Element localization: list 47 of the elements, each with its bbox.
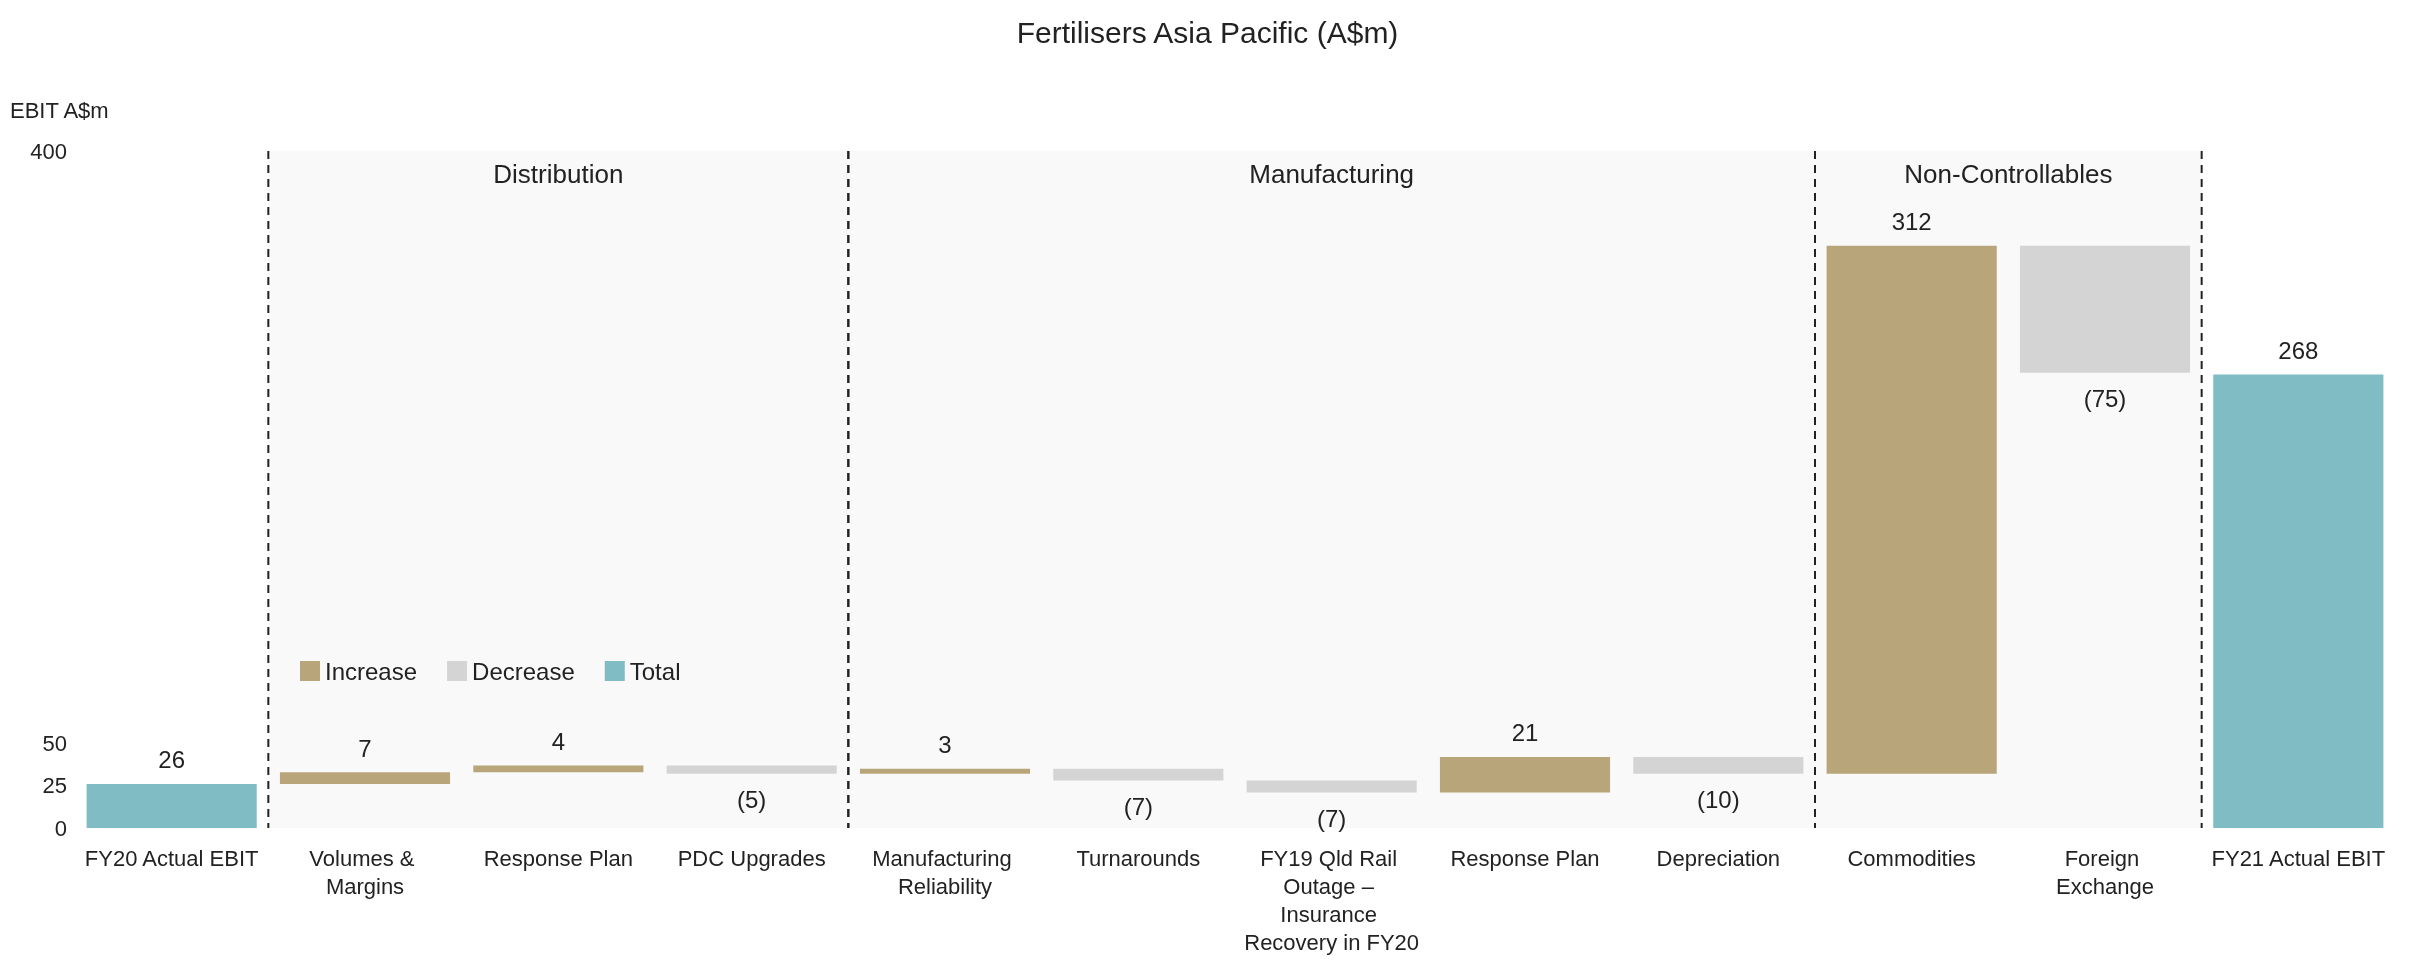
bar	[1439, 756, 1611, 793]
x-tick-label: Manufacturing Reliability	[872, 845, 1018, 899]
y-tick-label: 0	[54, 815, 67, 841]
legend-label: Decrease	[472, 657, 575, 685]
x-tick-label: Foreign Exchange	[2056, 845, 2154, 899]
text: 268	[2278, 336, 2319, 364]
legend-label: Total	[629, 657, 681, 685]
text: (7)	[1316, 804, 1347, 832]
x-tick-label: Response Plan	[1450, 845, 1600, 871]
x-tick-label: Commodities	[1847, 845, 1976, 871]
bar	[1053, 768, 1224, 781]
bar	[2213, 374, 2384, 828]
band-label: Distribution	[493, 159, 624, 189]
text: 26	[158, 746, 186, 774]
text: 3	[938, 731, 952, 759]
x-tick-label: Depreciation	[1656, 845, 1781, 871]
y-tick-label: 50	[42, 730, 67, 756]
x-tick-label: FY20 Actual EBIT	[84, 845, 259, 871]
bar	[1633, 756, 1804, 774]
band-label: Non-Controllables	[1904, 159, 2113, 189]
legend-label: Increase	[325, 657, 418, 685]
text: 4	[551, 727, 566, 755]
text: (5)	[736, 786, 767, 814]
x-tick-label: PDC Upgrades	[677, 845, 826, 871]
y-axis-title: EBIT A$m	[10, 97, 109, 123]
text: 7	[358, 734, 372, 762]
bar	[859, 768, 1031, 774]
text: (75)	[2083, 385, 2127, 413]
x-tick-label: FY21 Actual EBIT	[2211, 845, 2386, 871]
bar	[666, 765, 837, 774]
x-tick-label: Turnarounds	[1076, 845, 1201, 871]
bar	[2019, 245, 2191, 373]
bar	[1246, 780, 1417, 793]
bar	[86, 784, 257, 828]
chart-title: Fertilisers Asia Pacific (A$m)	[1016, 15, 1399, 49]
text: 21	[1511, 719, 1539, 747]
band-label: Manufacturing	[1249, 159, 1415, 189]
bar	[473, 765, 644, 773]
y-tick-label: 25	[42, 773, 67, 799]
text: (10)	[1696, 786, 1740, 814]
x-tick-label: FY19 Qld Rail Outage – Insurance Recovery in FY20	[1244, 845, 1420, 955]
y-tick-label: 400	[30, 138, 67, 164]
bar	[279, 772, 451, 784]
text: 312	[1891, 208, 1932, 236]
text: (7)	[1123, 793, 1154, 821]
x-tick-label: Volumes & Margins	[309, 845, 421, 899]
x-tick-label: Response Plan	[483, 845, 633, 871]
